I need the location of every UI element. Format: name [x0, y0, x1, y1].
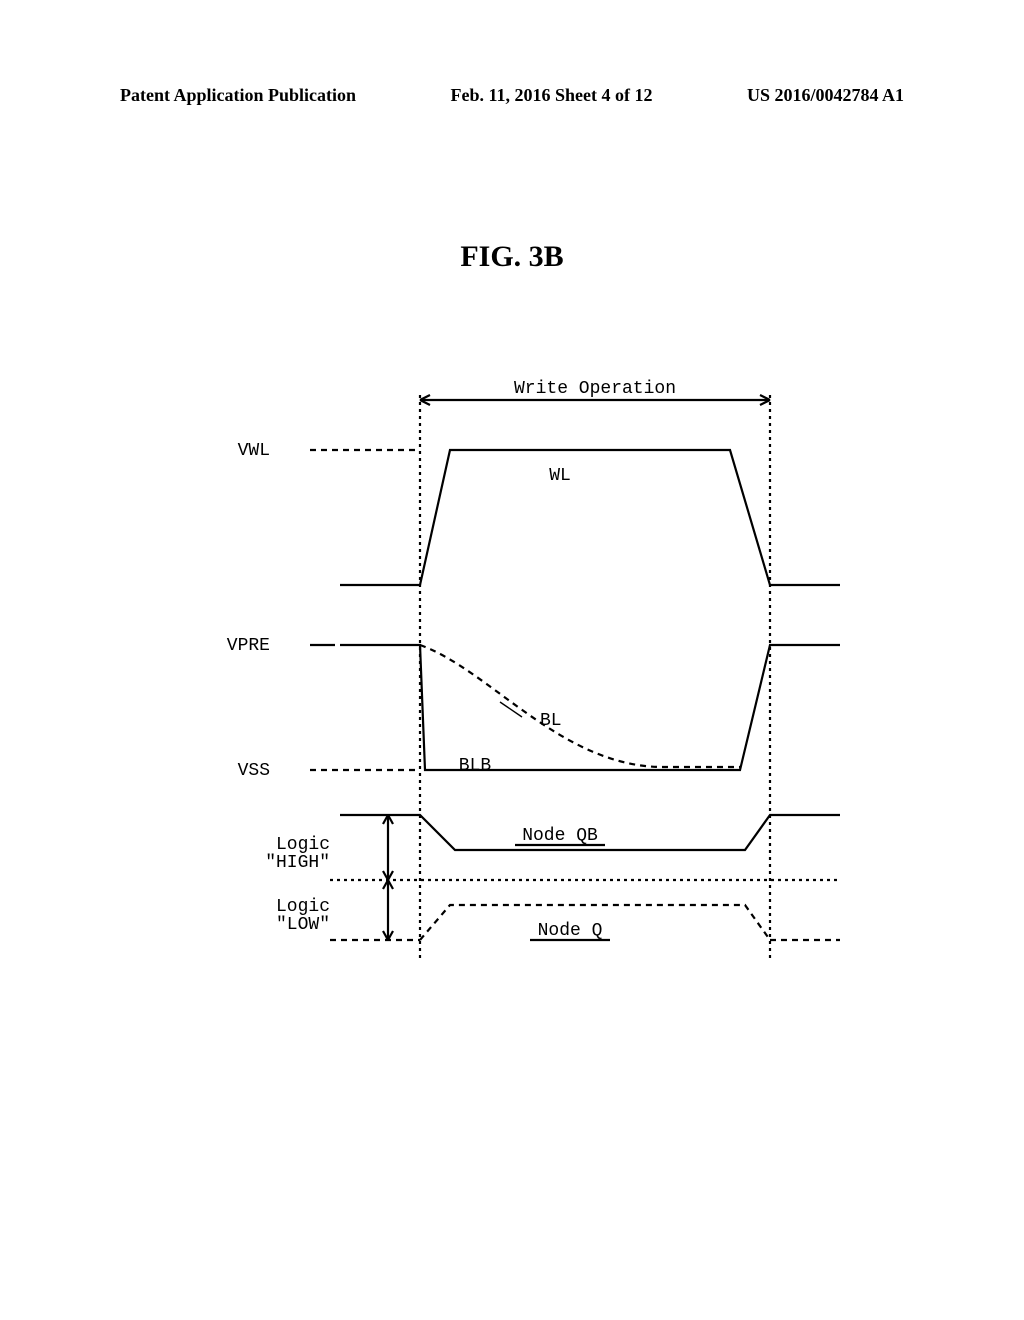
timing-diagram: Write Operation VWL WL VPRE VSS BL BLB Node QB N…: [140, 370, 880, 1015]
page-header: Patent Application Publication Feb. 11, …: [0, 85, 1024, 106]
header-mid: Feb. 11, 2016 Sheet 4 of 12: [451, 85, 653, 106]
header-left: Patent Application Publication: [120, 85, 356, 106]
svg-text:BL: BL: [540, 711, 562, 731]
svg-text:VSS: VSS: [238, 761, 270, 781]
svg-text:VPRE: VPRE: [227, 636, 270, 656]
svg-text:WL: WL: [549, 466, 571, 486]
svg-text:Node QB: Node QB: [522, 826, 598, 846]
header-right: US 2016/0042784 A1: [747, 85, 904, 106]
svg-text:"LOW": "LOW": [276, 915, 330, 935]
figure-title: FIG. 3B: [0, 240, 1024, 274]
svg-text:Logic: Logic: [276, 835, 330, 855]
svg-text:BLB: BLB: [459, 756, 492, 776]
svg-text:Logic: Logic: [276, 897, 330, 917]
svg-text:Write Operation: Write Operation: [514, 379, 676, 399]
svg-text:VWL: VWL: [238, 441, 270, 461]
svg-text:Node Q: Node Q: [538, 921, 603, 941]
svg-text:"HIGH": "HIGH": [265, 853, 330, 873]
